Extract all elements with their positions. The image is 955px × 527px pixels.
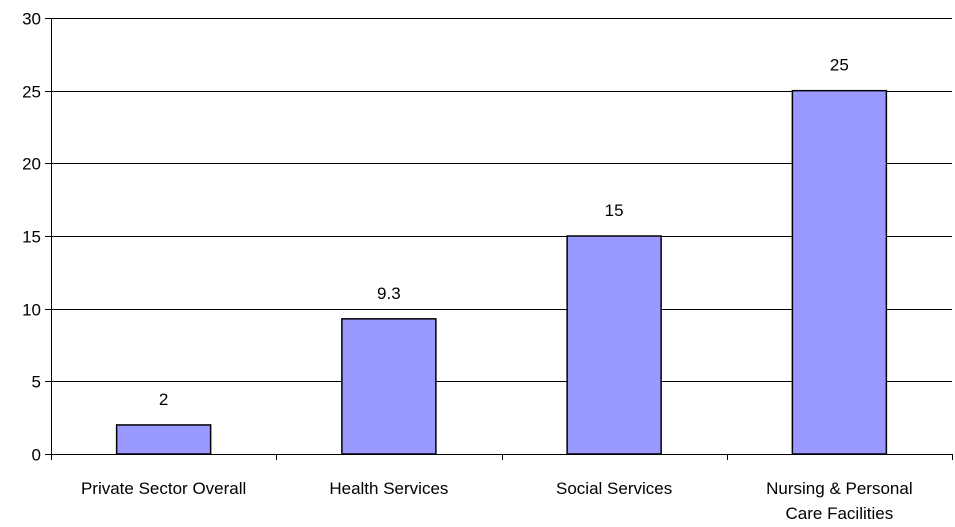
category-label: Social Services — [556, 479, 672, 498]
y-tick-label: 5 — [32, 373, 41, 392]
bar — [791, 89, 888, 455]
data-label: 9.3 — [377, 284, 401, 303]
bar — [566, 235, 662, 455]
y-tick-label: 0 — [32, 446, 41, 465]
bar — [341, 318, 437, 455]
data-label: 15 — [605, 201, 624, 220]
category-labels: Private Sector Overall Health Services Soc… — [81, 479, 913, 523]
y-tick-label: 10 — [22, 301, 41, 320]
y-tick-label: 25 — [22, 83, 41, 102]
y-tick-labels: 0 5 10 15 20 25 30 — [22, 10, 41, 465]
data-labels: 2 9.3 15 25 — [159, 56, 849, 409]
bar — [115, 424, 212, 455]
y-tick-label: 20 — [22, 155, 41, 174]
y-tick-label: 15 — [22, 228, 41, 247]
bars — [115, 89, 888, 455]
category-label: Health Services — [329, 479, 448, 498]
category-label: Private Sector Overall — [81, 479, 246, 498]
category-label: Nursing & Personal Care Facilities — [766, 479, 912, 523]
y-tick-label: 30 — [22, 10, 41, 29]
data-label: 2 — [159, 390, 168, 409]
data-label: 25 — [830, 56, 849, 75]
